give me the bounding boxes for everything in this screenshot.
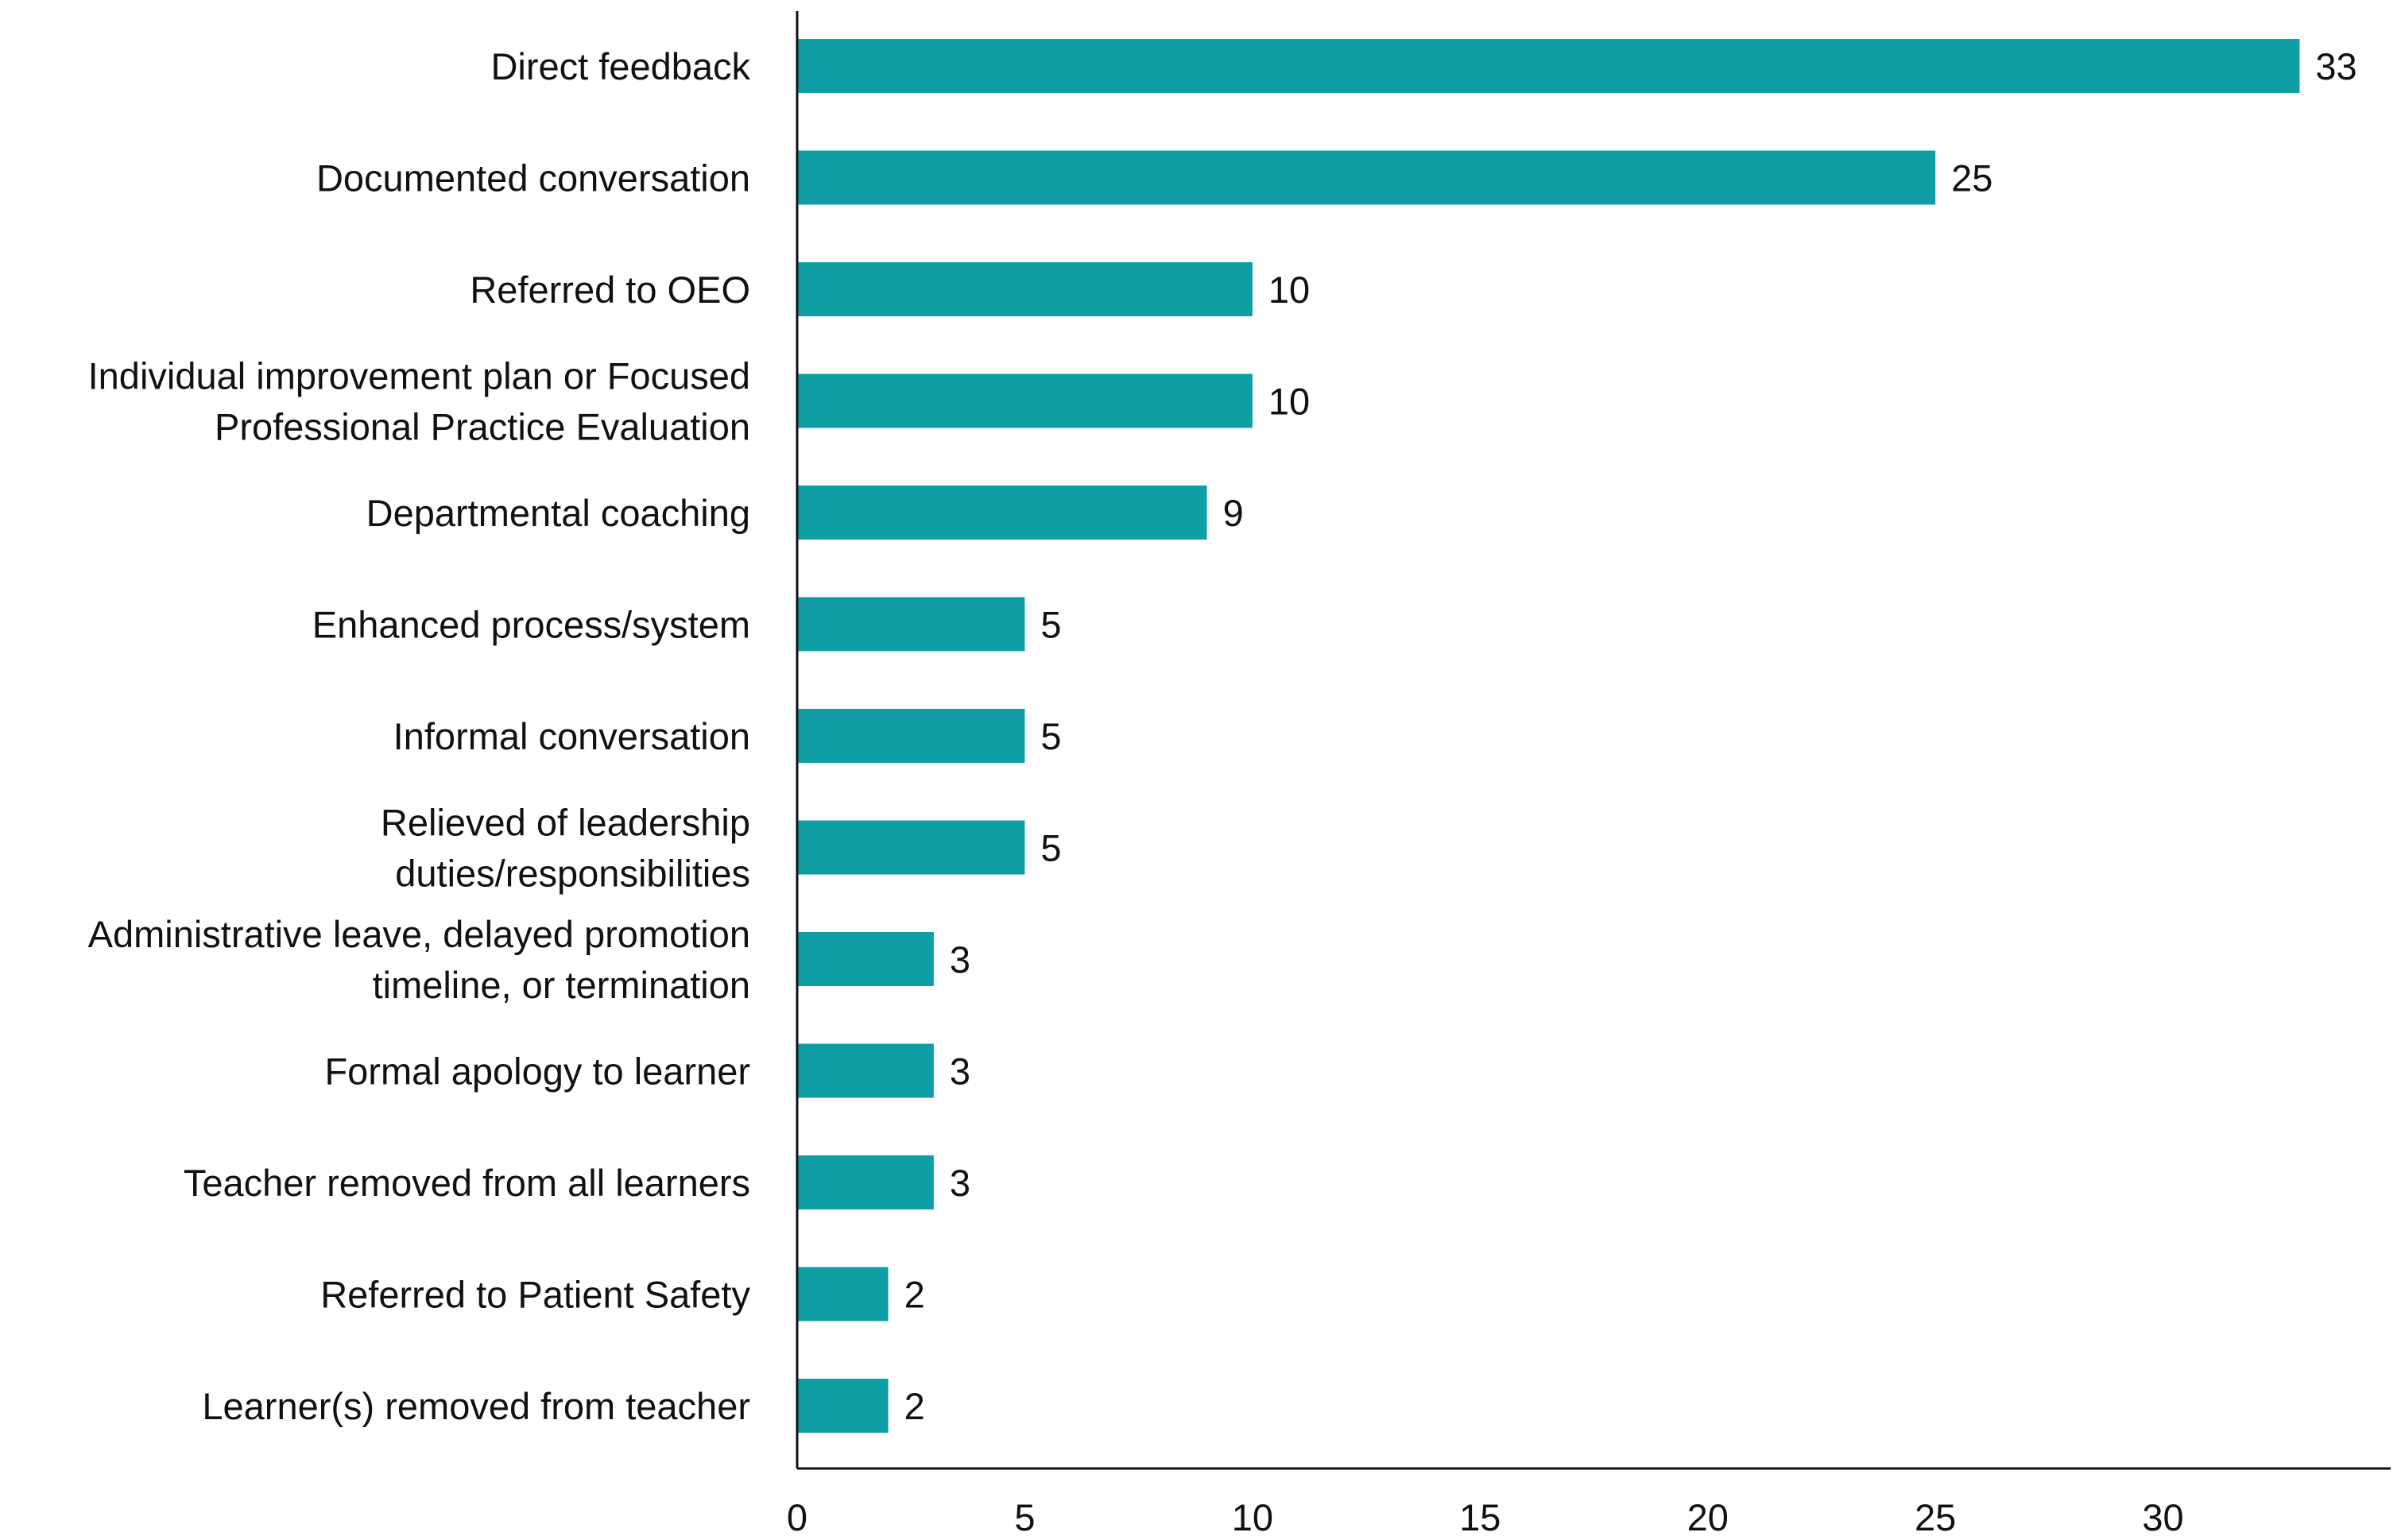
category-label: Formal apology to learner <box>324 1050 750 1092</box>
data-label: 25 <box>1951 157 1992 199</box>
data-label: 10 <box>1268 380 1310 422</box>
x-tick-label: 0 <box>787 1496 807 1536</box>
x-tick-label: 5 <box>1014 1496 1035 1536</box>
bar <box>797 150 1936 205</box>
bar <box>797 373 1253 428</box>
bar <box>797 1267 889 1321</box>
data-label: 5 <box>1040 826 1061 869</box>
data-label: 9 <box>1223 492 1244 534</box>
data-label: 2 <box>904 1385 925 1427</box>
bar <box>797 262 1253 316</box>
bar <box>797 597 1025 652</box>
x-tick-label: 15 <box>1459 1496 1501 1536</box>
category-label: Referred to Patient Safety <box>320 1273 750 1315</box>
x-tick-label: 25 <box>1915 1496 1956 1536</box>
category-label: Direct feedback <box>490 45 750 87</box>
data-label: 3 <box>950 1162 970 1204</box>
category-label: Teacher removed from all learners <box>184 1162 750 1204</box>
category-label: Relieved of leadership duties/responsibil… <box>381 801 750 894</box>
bar <box>797 1155 934 1209</box>
data-label: 5 <box>1040 603 1061 645</box>
bar <box>797 932 934 986</box>
bar <box>797 486 1207 540</box>
x-tick-label: 20 <box>1687 1496 1729 1536</box>
data-label: 3 <box>950 938 970 981</box>
category-label: Referred to OEO <box>470 269 750 311</box>
bar <box>797 1379 889 1433</box>
bar <box>797 820 1025 875</box>
category-label: Individual improvement plan or Focused Pr… <box>88 354 750 447</box>
bar <box>797 1043 934 1098</box>
bars <box>797 39 2300 1433</box>
category-label: Learner(s) removed from teacher <box>202 1385 750 1427</box>
axes <box>796 11 2391 1470</box>
category-label: Enhanced process/system <box>312 603 750 645</box>
data-label: 33 <box>2315 45 2356 87</box>
x-tick-label: 30 <box>2142 1496 2183 1536</box>
x-ticks: 0 5 10 15 20 25 30 <box>787 1496 2184 1538</box>
category-labels: Direct feedback Documented conversation Re… <box>88 45 751 1427</box>
category-label: Departmental coaching <box>366 492 750 534</box>
bar <box>797 709 1025 763</box>
data-label: 5 <box>1040 715 1061 757</box>
category-label: Informal conversation <box>393 715 750 757</box>
data-label: 2 <box>904 1273 925 1315</box>
category-label: Documented conversation <box>316 157 750 199</box>
x-tick-label: 10 <box>1232 1496 1273 1536</box>
category-label: Administrative leave, delayed promotion t… <box>88 913 750 1006</box>
bar <box>797 39 2300 93</box>
data-label: 3 <box>950 1050 970 1092</box>
data-label: 10 <box>1268 269 1310 311</box>
